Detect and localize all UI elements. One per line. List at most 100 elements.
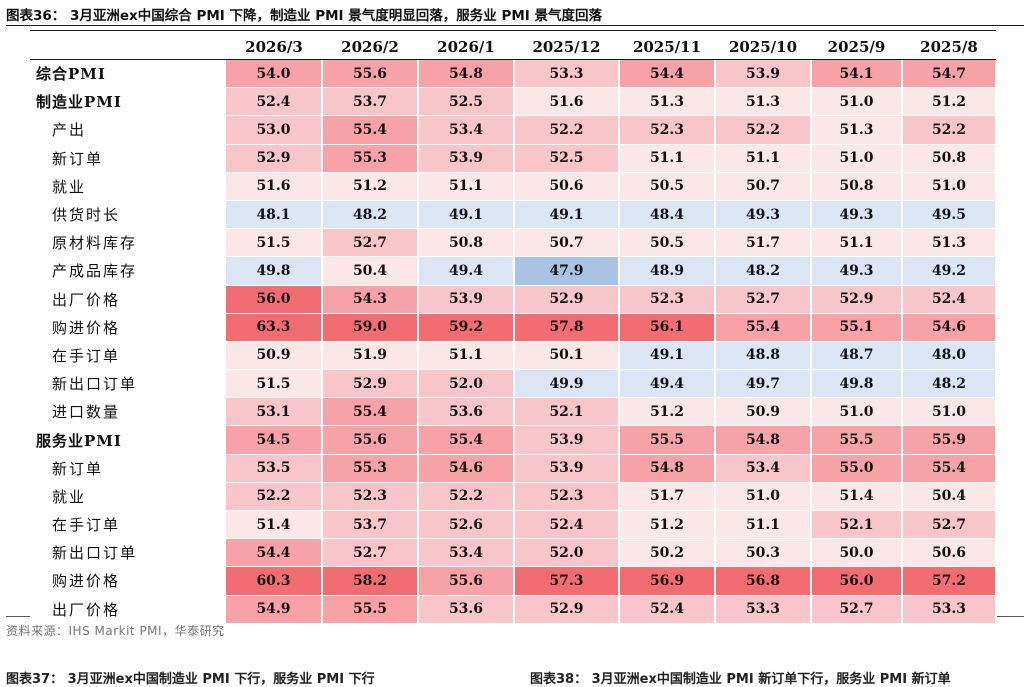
- table-cell: 51.0: [902, 172, 997, 201]
- table-row: 购进价格 63.3 59.0 59.2 57.8 56.1 55.4 55.1 54.6: [30, 313, 997, 342]
- table-cell: 55.4: [322, 115, 419, 145]
- table-cell: 51.1: [418, 341, 515, 371]
- table-cell: 55.3: [322, 144, 419, 173]
- table-cell: 52.5: [418, 87, 515, 117]
- table-cell: 50.0: [811, 538, 903, 568]
- row-label: 购进价格: [30, 313, 226, 342]
- table-cell: 51.0: [811, 144, 903, 173]
- table-cell: 51.2: [322, 172, 419, 201]
- table-cell: 51.2: [619, 510, 716, 540]
- table-cell: 50.4: [322, 256, 419, 286]
- table-cell: 55.6: [418, 566, 515, 596]
- table-cell: 49.4: [619, 369, 716, 399]
- table-cell: 53.9: [418, 285, 515, 314]
- header-rule: [30, 59, 996, 60]
- table-cell: 50.8: [902, 144, 997, 173]
- table-cell: 54.3: [322, 285, 419, 314]
- table-cell: 53.1: [226, 397, 323, 427]
- table-cell: 48.0: [902, 341, 997, 371]
- table-cell: 52.7: [902, 510, 997, 540]
- table-cell: 50.3: [715, 538, 812, 568]
- table-row: 进口数量 53.1 55.4 53.6 52.1 51.2 50.9 51.0 51.0: [30, 397, 997, 427]
- table-row: 供货时长 48.1 48.2 49.1 49.1 48.4 49.3 49.3 49.5: [30, 200, 997, 230]
- header-row: 2026/3 2026/2 2026/1 2025/12 2025/11 2025/10 2…: [30, 33, 996, 60]
- table-row: 新订单 53.5 55.3 54.6 53.9 54.8 53.4 55.0 55.4: [30, 454, 997, 483]
- table-cell: 51.2: [619, 397, 716, 427]
- table-cell: 51.3: [715, 87, 812, 117]
- table-cell: 48.8: [715, 341, 812, 371]
- table-cell: 51.0: [811, 397, 903, 427]
- table-cell: 50.2: [619, 538, 716, 568]
- table-cell: 50.5: [619, 228, 716, 258]
- table-row: 产出 53.0 55.4 53.4 52.2 52.3 52.2 51.3 52.2: [30, 115, 997, 145]
- table-cell: 55.0: [811, 454, 903, 483]
- table-cell: 53.0: [226, 115, 323, 145]
- next-figure-caption-left: 图表37： 3月亚洲ex中国制造业 PMI 下行，服务业 PMI 下行: [6, 672, 375, 687]
- source-note: 资料来源：IHS Markit PMI，华泰研究: [6, 624, 225, 638]
- table-cell: 52.7: [811, 595, 903, 624]
- table-cell: 51.2: [902, 87, 997, 117]
- table-cell: 52.2: [715, 115, 812, 145]
- table-row: 出厂价格 54.9 55.5 53.6 52.9 52.4 53.3 52.7 53.3: [30, 595, 997, 624]
- table-cell: 49.4: [418, 256, 515, 286]
- row-label: 新订单: [30, 144, 226, 173]
- column-header: 2026/3: [245, 37, 303, 56]
- table-cell: 51.5: [226, 369, 323, 399]
- table-cell: 54.8: [715, 425, 812, 455]
- table-cell: 54.6: [902, 313, 997, 342]
- table-cell: 52.4: [226, 87, 323, 117]
- table-row: 在手订单 51.4 53.7 52.6 52.4 51.2 51.1 52.1 52.7: [30, 510, 997, 540]
- table-cell: 53.5: [226, 454, 323, 483]
- table-cell: 52.3: [322, 482, 419, 512]
- table-cell: 51.3: [902, 228, 997, 258]
- column-header: 2025/10: [728, 37, 798, 56]
- table-cell: 52.2: [902, 115, 997, 145]
- table-cell: 54.9: [226, 595, 323, 624]
- column-header: 2025/11: [632, 37, 702, 56]
- table-cell: 49.1: [514, 200, 620, 230]
- table-cell: 49.1: [418, 200, 515, 230]
- table-cell: 48.2: [322, 200, 419, 230]
- table-cell: 52.9: [226, 144, 323, 173]
- table-cell: 53.9: [514, 425, 620, 455]
- table-cell: 51.0: [715, 482, 812, 512]
- table-cell: 51.0: [902, 397, 997, 427]
- table-cell: 51.0: [811, 87, 903, 117]
- table-cell: 54.7: [902, 60, 997, 89]
- table-cell: 55.6: [322, 425, 419, 455]
- table-cell: 57.8: [514, 313, 620, 342]
- table-cell: 52.1: [514, 397, 620, 427]
- table-row: 服务业PMI 54.5 55.6 55.4 53.9 55.5 54.8 55.5 55.9: [30, 425, 997, 455]
- table-cell: 50.4: [902, 482, 997, 512]
- table-cell: 53.6: [418, 595, 515, 624]
- row-label: 制造业PMI: [30, 87, 226, 116]
- table-cell: 53.9: [418, 144, 515, 173]
- row-label: 新出口订单: [30, 538, 226, 567]
- table-cell: 52.3: [619, 285, 716, 314]
- table-cell: 58.2: [322, 566, 419, 596]
- row-label: 供货时长: [30, 200, 226, 229]
- table-cell: 54.5: [226, 425, 323, 455]
- row-label: 新订单: [30, 454, 226, 483]
- table-cell: 48.7: [811, 341, 903, 371]
- table-cell: 50.1: [514, 341, 620, 371]
- table-cell: 55.5: [322, 595, 419, 624]
- table-cell: 55.4: [902, 454, 997, 483]
- column-header: 2026/1: [437, 37, 495, 56]
- table-cell: 53.9: [514, 454, 620, 483]
- table-row: 就业 51.6 51.2 51.1 50.6 50.5 50.7 50.8 51.0: [30, 172, 997, 201]
- table-cell: 48.1: [226, 200, 323, 230]
- table-cell: 53.4: [418, 538, 515, 568]
- table-cell: 54.8: [418, 60, 515, 89]
- table-cell: 52.2: [418, 482, 515, 512]
- table-cell: 48.2: [902, 369, 997, 399]
- table-cell: 55.4: [715, 313, 812, 342]
- table-cell: 53.9: [715, 60, 812, 89]
- table-cell: 49.1: [619, 341, 716, 371]
- table-cell: 53.6: [418, 397, 515, 427]
- table-cell: 60.3: [226, 566, 323, 596]
- row-label: 出厂价格: [30, 595, 226, 624]
- table-cell: 54.6: [418, 454, 515, 483]
- table-row: 原材料库存 51.5 52.7 50.8 50.7 50.5 51.7 51.1 51.3: [30, 228, 997, 258]
- table-cell: 49.3: [811, 200, 903, 230]
